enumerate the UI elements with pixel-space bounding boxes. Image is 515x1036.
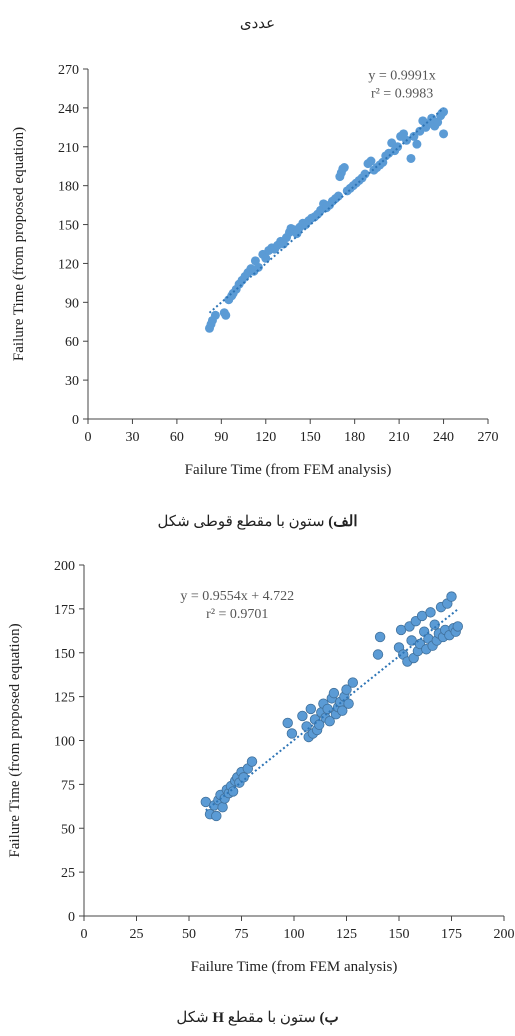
trend-r2: r² = 0.9983 — [371, 86, 433, 101]
data-point — [347, 677, 359, 688]
data-point — [412, 139, 422, 149]
data-point — [246, 756, 258, 767]
data-point — [324, 715, 335, 727]
data-point — [286, 728, 298, 739]
y-tick-label: 240 — [58, 102, 79, 117]
trend-equation: y = 0.9991x — [368, 68, 435, 83]
x-tick-label: 175 — [441, 927, 462, 942]
y-tick-label: 150 — [54, 647, 75, 662]
y-tick-label: 30 — [65, 374, 79, 389]
data-point — [341, 684, 352, 695]
y-tick-label: 90 — [65, 296, 79, 311]
y-tick-label: 25 — [61, 866, 75, 881]
x-tick-label: 25 — [130, 927, 144, 942]
x-tick-label: 100 — [284, 927, 305, 942]
y-tick-label: 60 — [65, 335, 79, 350]
x-tick-label: 30 — [125, 430, 139, 445]
x-tick-label: 150 — [389, 927, 410, 942]
x-tick-label: 50 — [182, 927, 196, 942]
y-tick-label: 100 — [54, 735, 75, 750]
data-point — [372, 649, 384, 660]
caption-h-section: ب) ستون با مقطع H شکل — [0, 1008, 515, 1027]
y-tick-label: 50 — [61, 822, 75, 837]
x-tick-label: 210 — [389, 430, 410, 445]
caption-b-text-before: ستون با مقطع — [224, 1010, 320, 1026]
data-point — [409, 131, 419, 141]
x-tick-label: 90 — [214, 430, 228, 445]
y-axis-title: Failure Time (from proposed equation) — [11, 127, 27, 361]
y-tick-label: 175 — [54, 603, 75, 618]
y-tick-label: 120 — [58, 257, 79, 272]
data-point — [366, 156, 376, 166]
y-tick-label: 180 — [58, 180, 79, 195]
data-point — [282, 717, 293, 729]
data-point — [297, 710, 308, 722]
y-tick-label: 125 — [54, 691, 75, 706]
data-point — [337, 705, 348, 716]
trend-r2: r² = 0.9701 — [206, 607, 268, 622]
y-tick-label: 210 — [58, 141, 79, 156]
data-point — [227, 786, 239, 797]
caption-a-label: الف) — [328, 514, 358, 530]
trend-equation: y = 0.9554x + 4.722 — [180, 589, 294, 604]
caption-b-label: ب) — [319, 1010, 339, 1026]
caption-b-text-after: شکل — [176, 1010, 213, 1026]
data-point — [425, 607, 436, 618]
y-tick-label: 0 — [68, 910, 75, 925]
data-point — [210, 310, 220, 320]
y-tick-label: 270 — [58, 63, 79, 78]
x-tick-label: 60 — [170, 430, 184, 445]
data-point — [374, 631, 386, 643]
y-tick-label: 75 — [61, 778, 75, 793]
x-tick-label: 125 — [336, 927, 357, 942]
caption-b-text-h: H — [212, 1010, 224, 1026]
top-heading: عددی — [239, 16, 276, 32]
y-tick-label: 0 — [72, 413, 79, 428]
data-point — [333, 191, 343, 201]
data-point — [253, 262, 263, 272]
data-point — [343, 698, 354, 709]
x-tick-label: 75 — [235, 927, 249, 942]
data-point — [238, 772, 249, 783]
data-point — [328, 687, 340, 699]
x-tick-label: 150 — [300, 430, 321, 445]
x-tick-label: 200 — [494, 927, 515, 942]
data-point — [339, 163, 349, 173]
x-tick-label: 180 — [344, 430, 365, 445]
data-point — [217, 801, 228, 813]
x-tick-label: 0 — [85, 430, 92, 445]
y-axis-title: Failure Time (from proposed equation) — [7, 623, 23, 857]
data-point — [452, 621, 464, 632]
scatter-chart-h-section: 0 25 50 75 100 125 150 175 200 0 25 50 75 100 125 150 17… — [7, 559, 515, 975]
data-point — [221, 310, 231, 320]
x-tick-label: 270 — [478, 430, 499, 445]
data-point — [322, 703, 333, 715]
data-point — [439, 107, 449, 117]
caption-a-text: ستون با مقطع قوطی شکل — [157, 514, 329, 530]
data-point — [261, 253, 271, 263]
data-point — [305, 703, 317, 715]
data-point — [439, 129, 449, 139]
data-point — [211, 810, 222, 822]
x-tick-label: 0 — [81, 927, 88, 942]
x-axis-title: Failure Time (from FEM analysis) — [185, 462, 392, 478]
y-tick-label: 150 — [58, 219, 79, 234]
y-tick-label: 200 — [54, 559, 75, 574]
data-point — [406, 153, 416, 163]
caption-box-section: الف) ستون با مقطع قوطی شکل — [0, 512, 515, 531]
data-point — [360, 169, 370, 179]
scatter-chart-box-section: 0 30 60 90 120 150 180 210 240 270 0 30 60 90 120 150 18… — [11, 63, 499, 478]
x-axis-title: Failure Time (from FEM analysis) — [191, 959, 398, 975]
x-tick-label: 120 — [255, 430, 276, 445]
data-point — [446, 591, 457, 602]
x-tick-label: 240 — [433, 430, 454, 445]
